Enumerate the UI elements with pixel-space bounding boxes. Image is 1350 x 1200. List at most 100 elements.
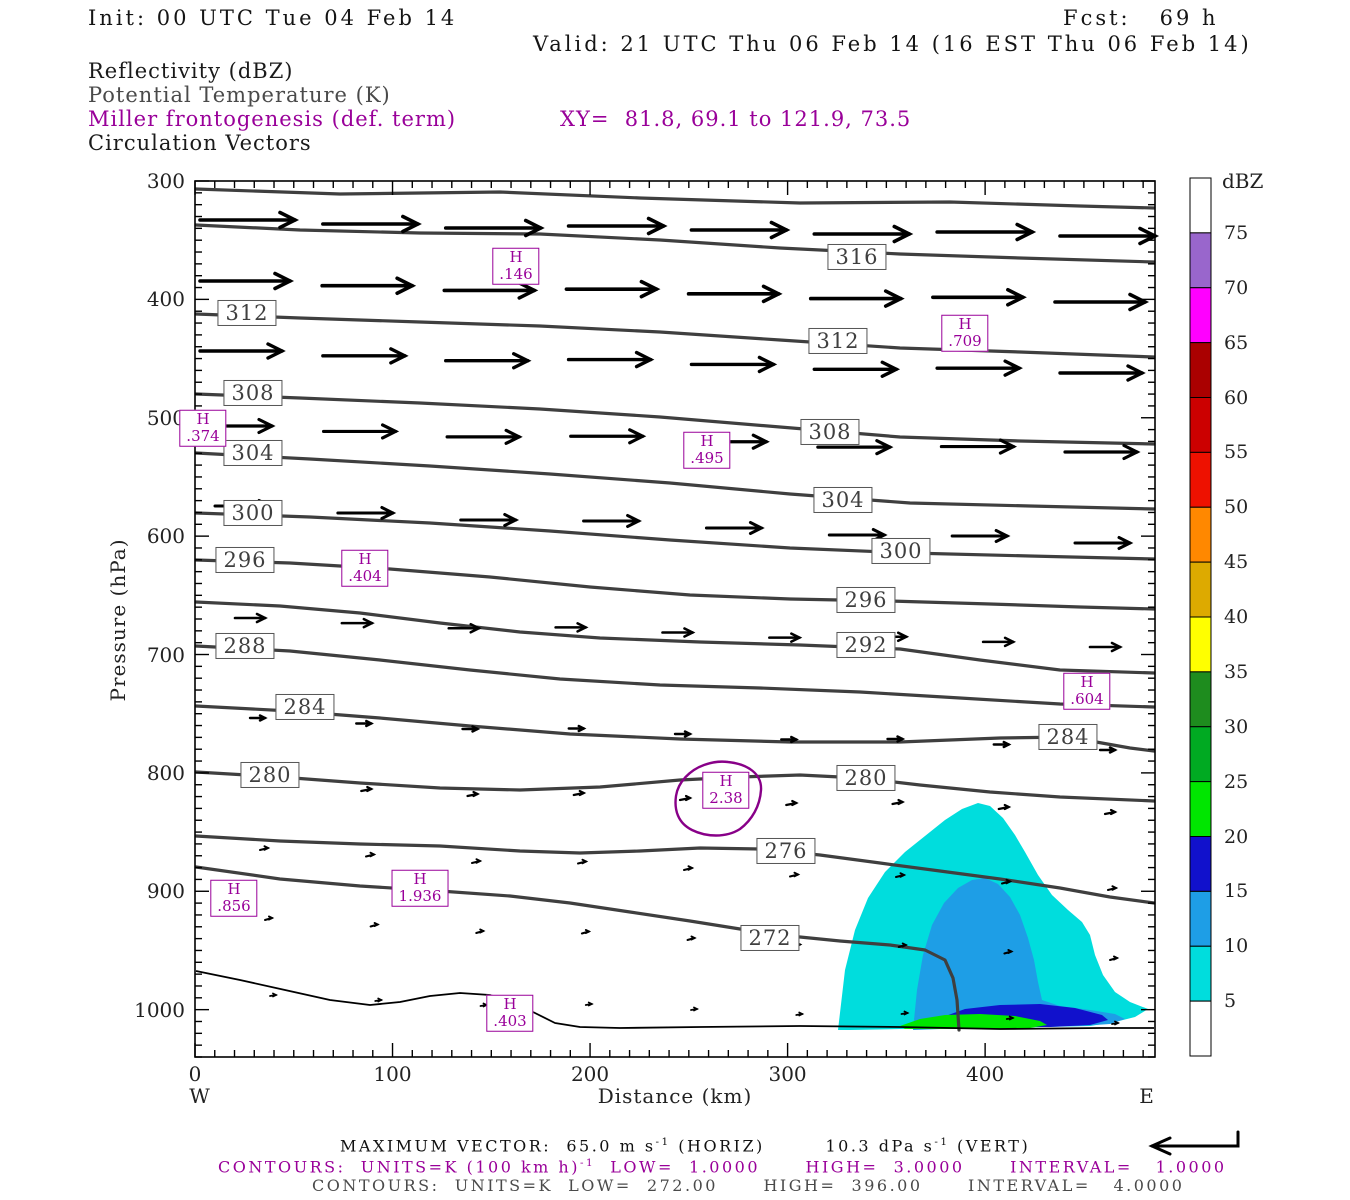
isentrope-320 — [194, 187, 1156, 210]
colorbar-cell — [1189, 506, 1212, 563]
frontogenesis-contour-2 — [674, 760, 763, 837]
vector-arrow — [673, 730, 693, 738]
vector-arrow — [692, 433, 770, 450]
vector-arrow — [360, 785, 374, 793]
vector-arrow — [461, 725, 481, 733]
vector-arrow — [198, 342, 286, 360]
colorbar-cell — [1189, 781, 1212, 837]
colorbar-cell — [1189, 836, 1212, 892]
vector-arrow — [935, 359, 1023, 377]
vector-arrow — [950, 529, 1011, 543]
vector-arrow — [213, 499, 274, 513]
colorbar-cell — [1189, 397, 1212, 453]
vector-arrow — [479, 1002, 489, 1008]
vector-arrow — [785, 799, 799, 807]
vector-arrow — [567, 724, 587, 733]
vector-arrow — [1058, 364, 1146, 382]
vector-arrow — [572, 789, 587, 797]
vector-arrow — [981, 636, 1017, 648]
vector-arrow — [1109, 955, 1120, 961]
vector-arrow — [198, 210, 300, 230]
vector-arrow — [812, 360, 901, 378]
colorbar-cell — [1189, 1000, 1212, 1057]
vector-arrow — [564, 279, 661, 299]
vector-arrow — [792, 942, 803, 948]
axis-ticks — [194, 180, 1155, 1058]
vector-arrow — [340, 617, 375, 629]
vector-arrow — [874, 631, 910, 643]
isentrope-308 — [194, 392, 1156, 446]
vector-arrow — [445, 428, 523, 445]
colorbar-cell — [1189, 342, 1212, 398]
vector-arrow — [1098, 746, 1118, 754]
vector-arrow — [690, 1006, 700, 1012]
vector-arrow — [248, 714, 268, 722]
vector-arrow — [259, 845, 271, 851]
vector-arrow — [569, 428, 647, 445]
vector-arrow — [1058, 226, 1160, 246]
vector-arrow — [1053, 292, 1150, 312]
colorbar-cell — [1189, 287, 1212, 344]
vector-arrow — [269, 992, 279, 998]
vector-arrow — [442, 281, 539, 300]
vector-arrow — [1088, 641, 1123, 653]
vector-arrow — [365, 851, 377, 858]
reflectivity-shading — [838, 803, 1148, 1030]
vector-arrow — [689, 355, 778, 374]
vector-arrow — [443, 218, 545, 238]
reflectivity-fill-10dbz — [913, 878, 1125, 1030]
colorbar-cell — [1189, 671, 1212, 728]
isentrope-316 — [194, 223, 1156, 264]
colorbar-cell — [1189, 451, 1212, 508]
vector-arrow — [686, 935, 697, 941]
vector-arrow — [704, 521, 765, 535]
vector-arrow — [689, 220, 791, 240]
vector-arrow — [812, 224, 914, 244]
vector-arrow — [321, 423, 400, 440]
vector-arrow — [1111, 1020, 1121, 1026]
vector-arrow — [686, 284, 783, 304]
vector-arrow — [939, 438, 1018, 455]
vector-arrow — [374, 997, 384, 1003]
vector-arrow — [566, 216, 668, 236]
vector-arrow — [683, 865, 695, 871]
plot-frame — [194, 180, 1156, 1058]
vector-arrow — [997, 803, 1012, 811]
vector-arrow — [897, 942, 908, 948]
vector-arrow — [1073, 536, 1134, 550]
vector-arrow — [471, 858, 483, 864]
vector-arrow — [900, 1010, 910, 1016]
vector-arrow — [466, 790, 480, 798]
vector-arrow — [1107, 885, 1119, 891]
vector-arrow — [816, 439, 894, 456]
vector-arrow — [661, 627, 696, 638]
vector-arrow — [554, 622, 589, 633]
vector-arrow — [827, 528, 888, 542]
isentrope-292 — [194, 600, 1156, 675]
isentrope-276 — [194, 834, 1156, 905]
vector-arrow — [320, 276, 417, 296]
vector-arrow — [233, 612, 268, 624]
vector-arrow — [1003, 949, 1014, 955]
vector-arrow — [1103, 808, 1118, 816]
vector-arrow — [355, 719, 374, 728]
isentrope-296 — [194, 558, 1156, 611]
colorbar-cell — [1189, 616, 1212, 673]
vector-arrow — [891, 798, 905, 806]
vector-arrow — [336, 506, 397, 520]
vector-arrow — [931, 287, 1027, 307]
isentrope-contours — [194, 187, 1156, 1032]
vector-arrow — [577, 858, 589, 865]
vector-arrow — [795, 1011, 805, 1017]
isentrope-288 — [194, 644, 1156, 709]
vector-arrow — [1063, 443, 1141, 461]
vector-arrow — [580, 929, 592, 935]
vector-arrow — [444, 352, 532, 370]
vector-arrow — [1001, 878, 1013, 885]
vector-arrow — [584, 1001, 594, 1007]
colorbar-cell — [1189, 890, 1212, 947]
vector-arrow — [475, 928, 486, 934]
vector-arrow — [321, 214, 422, 234]
vector-arrow — [369, 922, 380, 928]
